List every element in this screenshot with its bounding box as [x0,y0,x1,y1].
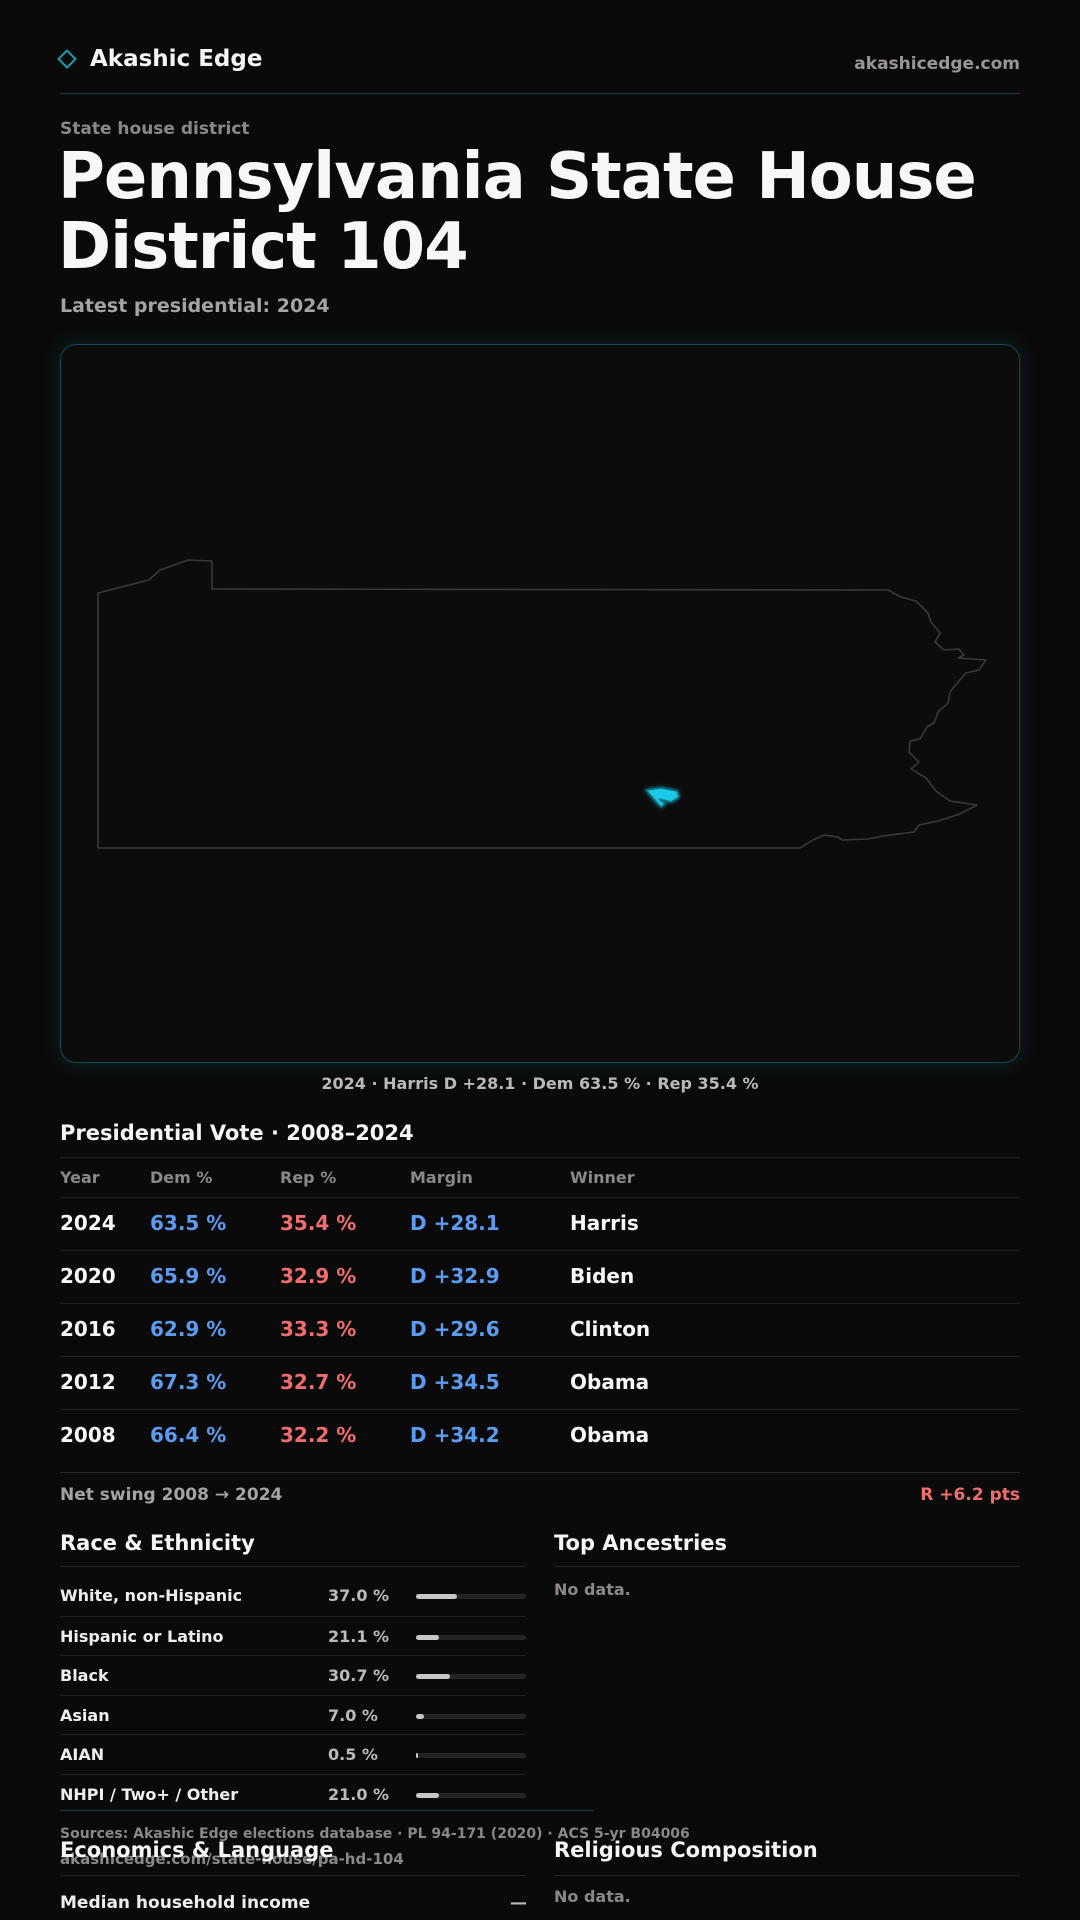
race-name: Black [60,1666,109,1685]
margin-cell: D +28.1 [410,1211,500,1235]
race-name: NHPI / Two+ / Other [60,1784,239,1804]
page-kicker: State house district [60,119,250,139]
rep-cell: 32.2 % [280,1423,357,1447]
economics-divider [60,1875,526,1876]
race-row: Black 30.7 % [60,1655,526,1695]
page-title: Pennsylvania State House District 104 [58,140,977,284]
religion-divider [554,1875,1020,1876]
race-bar-track [416,1713,526,1719]
race-row: NHPI / Two+ / Other 21.0 % [60,1773,526,1814]
table-row: 2008 66.4 % 32.2 % D +34.2 Obama [60,1409,1020,1462]
median-income-value: — [510,1893,527,1913]
race-bar-track [416,1634,526,1640]
dem-cell: 65.9 % [150,1264,227,1288]
race-bar-track [416,1674,526,1679]
religion-empty: No data. [554,1887,631,1906]
footer-divider [60,1810,594,1811]
header-rep: Rep % [280,1168,337,1187]
district-map [60,344,1020,1063]
race-bar-fill [416,1753,418,1758]
margin-cell: D +32.9 [410,1264,500,1288]
race-percent: 30.7 % [328,1666,390,1685]
rep-cell: 32.7 % [280,1370,357,1394]
header-margin: Margin [410,1168,473,1187]
race-bar-track [416,1792,526,1798]
race-percent: 7.0 % [328,1705,378,1725]
race-row: Asian 7.0 % [60,1694,526,1735]
race-row: White, non-Hispanic 37.0 % [60,1576,526,1616]
race-percent: 0.5 % [328,1745,378,1764]
margin-cell: D +34.5 [410,1370,500,1394]
race-bar-fill [416,1792,440,1798]
race-name: Asian [60,1705,110,1725]
swing-value: R +6.2 pts [920,1485,1020,1505]
race-bar-fill [416,1674,450,1679]
winner-cell: Obama [570,1423,650,1447]
presidential-divider [60,1157,1020,1158]
race-name: AIAN [60,1745,105,1764]
map-svg [97,559,987,849]
race-percent: 21.0 % [328,1784,390,1804]
state-outline [97,559,987,849]
race-divider [60,1566,526,1567]
table-row: 2020 65.9 % 32.9 % D +32.9 Biden [60,1250,1020,1303]
header-year: Year [60,1168,100,1187]
winner-cell: Harris [570,1211,639,1235]
district-shape[interactable] [644,787,680,809]
race-bar-track [416,1753,526,1758]
swing-divider [60,1472,1020,1473]
ancestries-empty: No data. [554,1580,631,1599]
race-bar-track [416,1594,526,1599]
year-cell: 2016 [60,1317,116,1341]
page-subtitle: Latest presidential: 2024 [60,295,330,317]
year-cell: 2024 [60,1211,116,1235]
winner-cell: Clinton [570,1317,651,1341]
ancestries-divider [554,1566,1020,1567]
map-caption: 2024 · Harris D +28.1 · Dem 63.5 % · Rep… [321,1074,759,1093]
race-percent: 37.0 % [328,1586,390,1605]
margin-cell: D +34.2 [410,1423,500,1447]
ancestries-title: Top Ancestries [554,1531,728,1555]
race-name: Hispanic or Latino [60,1626,224,1646]
religion-title: Religious Composition [554,1838,818,1862]
brand-name: Akashic Edge [90,46,263,72]
table-row: 2016 62.9 % 33.3 % D +29.6 Clinton [60,1303,1020,1356]
race-bar-fill [416,1713,424,1719]
site-link[interactable]: akashicedge.com [854,54,1020,74]
rep-cell: 32.9 % [280,1264,357,1288]
presidential-title: Presidential Vote · 2008–2024 [60,1121,414,1145]
header-winner: Winner [570,1168,635,1187]
race-bar-fill [416,1634,440,1640]
race-row: Hispanic or Latino 21.1 % [60,1615,526,1656]
year-cell: 2012 [60,1370,116,1394]
dem-cell: 67.3 % [150,1370,227,1394]
header-divider [60,93,1020,94]
diamond-logo-icon [57,49,77,69]
table-row: 2012 67.3 % 32.7 % D +34.5 Obama [60,1356,1020,1409]
winner-cell: Biden [570,1264,635,1288]
race-name: White, non-Hispanic [60,1586,243,1605]
header-dem: Dem % [150,1168,213,1187]
brand[interactable]: Akashic Edge [57,46,263,72]
rep-cell: 35.4 % [280,1211,357,1235]
median-income-label: Median household income [60,1893,311,1913]
swing-label: Net swing 2008 → 2024 [60,1485,283,1505]
race-bar-fill [416,1594,457,1599]
dem-cell: 66.4 % [150,1423,227,1447]
rep-cell: 33.3 % [280,1317,357,1341]
page-url[interactable]: akashicedge.com/state-house/pa-hd-104 [60,1850,404,1868]
race-row: AIAN 0.5 % [60,1734,526,1774]
race-percent: 21.1 % [328,1626,390,1646]
margin-cell: D +29.6 [410,1317,500,1341]
economics-title: Economics & Language [60,1838,334,1862]
dem-cell: 63.5 % [150,1211,227,1235]
year-cell: 2008 [60,1423,116,1447]
winner-cell: Obama [570,1370,650,1394]
race-title: Race & Ethnicity [60,1531,255,1555]
table-row: 2024 63.5 % 35.4 % D +28.1 Harris [60,1197,1020,1250]
dem-cell: 62.9 % [150,1317,227,1341]
year-cell: 2020 [60,1264,116,1288]
sources-line: Sources: Akashic Edge elections database… [60,1826,690,1842]
